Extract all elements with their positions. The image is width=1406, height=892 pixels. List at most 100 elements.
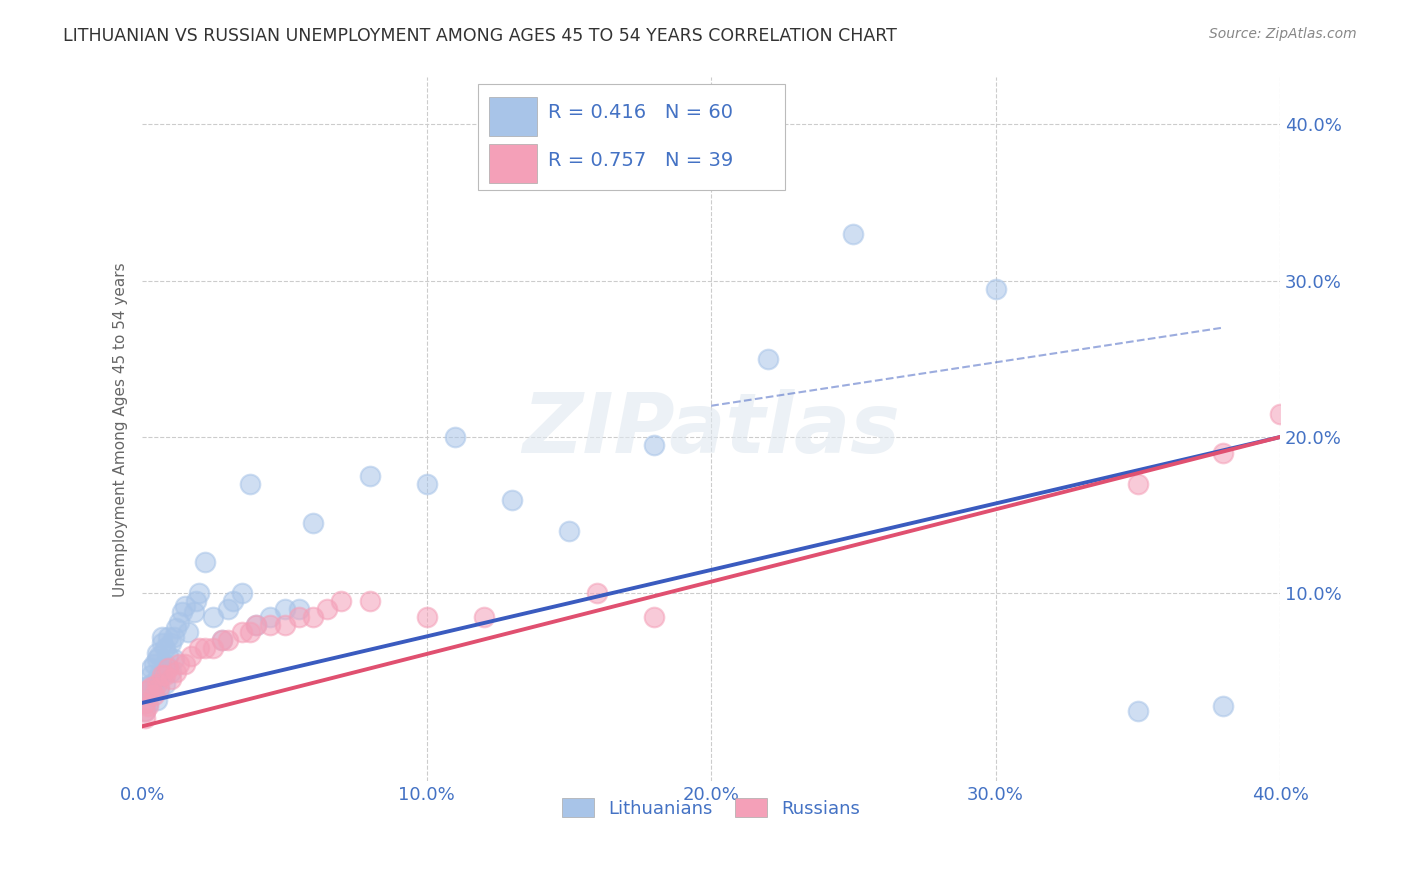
Point bbox=[153, 657, 176, 671]
Point bbox=[148, 648, 170, 663]
Point bbox=[188, 641, 211, 656]
Point bbox=[239, 477, 262, 491]
Point bbox=[586, 586, 609, 600]
Point bbox=[1268, 407, 1291, 421]
Text: ZIPatlas: ZIPatlas bbox=[522, 389, 900, 470]
Point bbox=[245, 617, 267, 632]
Point bbox=[150, 636, 173, 650]
Point bbox=[273, 617, 295, 632]
Point bbox=[159, 665, 181, 679]
Point bbox=[148, 667, 170, 681]
Point bbox=[162, 652, 184, 666]
Point bbox=[134, 696, 156, 710]
Point bbox=[359, 469, 381, 483]
Point bbox=[134, 711, 156, 725]
Point bbox=[169, 615, 191, 629]
Point bbox=[501, 492, 523, 507]
Point bbox=[359, 594, 381, 608]
Point bbox=[134, 696, 156, 710]
Point bbox=[136, 696, 159, 710]
Point bbox=[136, 683, 159, 698]
Point bbox=[222, 594, 245, 608]
Point bbox=[194, 555, 217, 569]
Point bbox=[159, 636, 181, 650]
Point bbox=[145, 673, 167, 687]
Point bbox=[165, 665, 187, 679]
Point bbox=[643, 438, 665, 452]
Point bbox=[245, 617, 267, 632]
Point bbox=[180, 648, 202, 663]
Point bbox=[148, 683, 170, 698]
Point bbox=[1212, 698, 1234, 713]
FancyBboxPatch shape bbox=[489, 97, 537, 136]
Point bbox=[153, 667, 176, 681]
Point bbox=[156, 661, 179, 675]
Point bbox=[186, 594, 208, 608]
Y-axis label: Unemployment Among Ages 45 to 54 years: Unemployment Among Ages 45 to 54 years bbox=[114, 262, 128, 597]
FancyBboxPatch shape bbox=[478, 85, 785, 190]
Point bbox=[136, 698, 159, 713]
Text: LITHUANIAN VS RUSSIAN UNEMPLOYMENT AMONG AGES 45 TO 54 YEARS CORRELATION CHART: LITHUANIAN VS RUSSIAN UNEMPLOYMENT AMONG… bbox=[63, 27, 897, 45]
Point bbox=[273, 602, 295, 616]
Point bbox=[842, 227, 865, 241]
Point bbox=[159, 673, 181, 687]
FancyBboxPatch shape bbox=[489, 145, 537, 183]
Point bbox=[174, 599, 197, 613]
Point bbox=[136, 683, 159, 698]
Point bbox=[1126, 704, 1149, 718]
Point bbox=[165, 621, 187, 635]
Point bbox=[1212, 445, 1234, 459]
Point bbox=[302, 610, 325, 624]
Point bbox=[202, 610, 225, 624]
Point bbox=[1126, 477, 1149, 491]
Point bbox=[416, 477, 439, 491]
Point bbox=[287, 602, 309, 616]
Point bbox=[202, 641, 225, 656]
Point bbox=[231, 625, 253, 640]
Legend: Lithuanians, Russians: Lithuanians, Russians bbox=[554, 791, 868, 825]
Point bbox=[239, 625, 262, 640]
Point bbox=[145, 652, 167, 666]
Point bbox=[156, 630, 179, 644]
Text: Source: ZipAtlas.com: Source: ZipAtlas.com bbox=[1209, 27, 1357, 41]
Point bbox=[756, 351, 779, 366]
Point bbox=[150, 667, 173, 681]
Point bbox=[231, 586, 253, 600]
Point bbox=[211, 633, 233, 648]
Point bbox=[984, 281, 1007, 295]
Point bbox=[153, 641, 176, 656]
Point bbox=[416, 610, 439, 624]
Point bbox=[148, 680, 170, 694]
Point bbox=[169, 657, 191, 671]
Point bbox=[150, 630, 173, 644]
Point bbox=[172, 605, 194, 619]
Point bbox=[139, 661, 162, 675]
Point bbox=[134, 704, 156, 718]
Point bbox=[134, 680, 156, 694]
Point bbox=[156, 648, 179, 663]
Text: R = 0.757   N = 39: R = 0.757 N = 39 bbox=[548, 151, 734, 170]
Point bbox=[139, 680, 162, 694]
Point bbox=[142, 688, 165, 702]
Point bbox=[174, 657, 197, 671]
Point bbox=[316, 602, 339, 616]
Point bbox=[211, 633, 233, 648]
Point bbox=[139, 677, 162, 691]
Point bbox=[162, 630, 184, 644]
Point bbox=[134, 688, 156, 702]
Point bbox=[330, 594, 353, 608]
Point bbox=[259, 610, 281, 624]
Point bbox=[183, 605, 205, 619]
Text: R = 0.416   N = 60: R = 0.416 N = 60 bbox=[548, 103, 734, 122]
Point bbox=[643, 610, 665, 624]
Point bbox=[142, 683, 165, 698]
Point bbox=[302, 516, 325, 530]
Point bbox=[287, 610, 309, 624]
Point bbox=[472, 610, 495, 624]
Point bbox=[558, 524, 581, 538]
Point bbox=[145, 692, 167, 706]
Point bbox=[194, 641, 217, 656]
Point bbox=[145, 646, 167, 660]
Point bbox=[134, 704, 156, 718]
Point bbox=[142, 657, 165, 671]
